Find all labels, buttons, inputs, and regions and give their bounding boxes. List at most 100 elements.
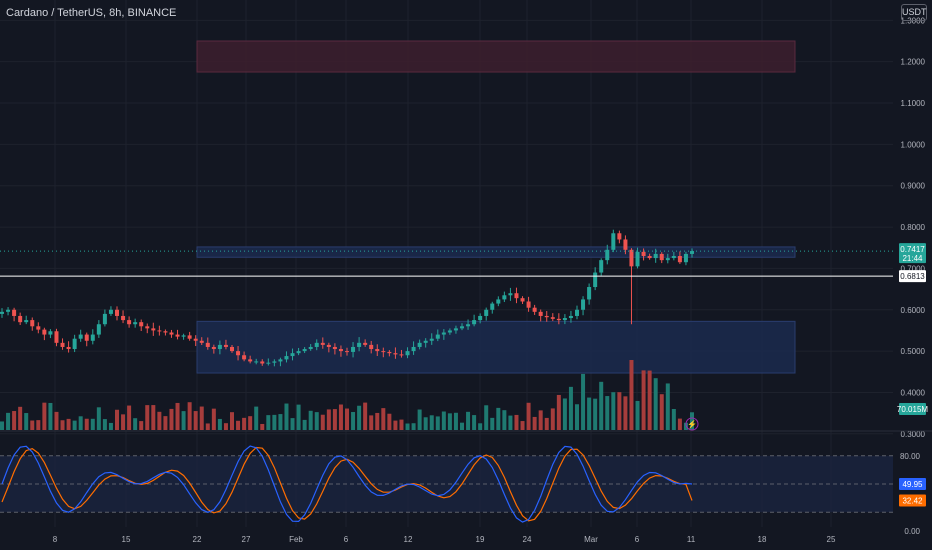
- time-tick-label: 18: [758, 535, 767, 544]
- candle-body: [641, 251, 646, 257]
- volume-bar: [36, 420, 41, 430]
- price-tick-label: 0.7000: [901, 264, 926, 273]
- candle-body: [417, 342, 422, 347]
- candle-body: [290, 353, 295, 357]
- candle-body: [375, 349, 380, 352]
- price-tick-label: 0.3000: [901, 430, 926, 439]
- volume-bar: [375, 412, 380, 430]
- volume-bar: [659, 394, 664, 430]
- volume-bar: [544, 417, 549, 430]
- volume-bar: [133, 418, 138, 430]
- candle-body: [205, 342, 210, 347]
- candle-body: [278, 359, 283, 362]
- time-tick-label: 25: [827, 535, 836, 544]
- volume-bar: [175, 402, 180, 430]
- candle-body: [296, 351, 301, 354]
- volume-bar: [417, 409, 422, 430]
- last-price-label: 0.7417: [900, 245, 925, 254]
- volume-bar: [248, 416, 253, 430]
- candle-body: [60, 342, 65, 347]
- candle-body: [66, 346, 71, 350]
- candle-body: [48, 331, 53, 335]
- candle-body: [187, 335, 192, 339]
- last-price-badge-bg: [899, 243, 926, 264]
- candle-body: [587, 287, 592, 300]
- volume-bar: [236, 420, 241, 430]
- candle-body: [108, 309, 113, 314]
- candle-body: [320, 342, 325, 345]
- candle-body: [447, 330, 452, 333]
- candle-body: [54, 331, 59, 343]
- candle-body: [441, 332, 446, 335]
- candle-body: [411, 346, 416, 352]
- candle-body: [338, 349, 343, 352]
- candle-body: [260, 361, 265, 364]
- volume-bar: [496, 407, 501, 430]
- volume-bar: [641, 370, 646, 430]
- candle-body: [254, 361, 259, 363]
- candle-body: [629, 249, 634, 267]
- candle-body: [405, 351, 410, 356]
- candle-body: [538, 311, 543, 316]
- zone-supply: [196, 246, 796, 258]
- volume-bar: [611, 392, 616, 430]
- volume-bar: [169, 408, 174, 430]
- volume-bar: [381, 408, 386, 430]
- candle-body: [562, 318, 567, 321]
- volume-bar: [302, 419, 307, 430]
- time-tick-label: 15: [122, 535, 131, 544]
- volume-bar: [314, 412, 319, 430]
- lightning-icon-glyph: ⚡: [687, 419, 697, 429]
- volume-bar: [575, 404, 579, 430]
- volume-bar: [193, 411, 198, 430]
- candle-body: [332, 346, 337, 350]
- time-tick-label: 6: [344, 535, 349, 544]
- candle-body: [308, 346, 313, 350]
- volume-bar: [677, 418, 682, 430]
- volume-bar: [121, 414, 126, 430]
- candle-body: [593, 272, 598, 288]
- volume-bar: [320, 414, 325, 430]
- volume-bar: [617, 392, 622, 430]
- time-tick-label: 6: [635, 535, 640, 544]
- volume-bar: [242, 417, 247, 430]
- osc-tick-label: 80.00: [900, 452, 921, 461]
- time-tick-label: 27: [242, 535, 251, 544]
- hline-price-label: 0.6813: [900, 272, 925, 281]
- d-value-label-bg: [899, 494, 926, 507]
- chart-title: Cardano / TetherUS, 8h, BINANCE: [6, 7, 177, 19]
- volume-bar: [18, 406, 23, 430]
- candle-body: [217, 344, 222, 350]
- candle-body: [36, 326, 41, 330]
- candle-body: [526, 301, 531, 308]
- candle-body: [0, 311, 4, 314]
- currency-button[interactable]: USDT: [901, 4, 927, 21]
- time-tick-label: 8: [53, 535, 58, 544]
- candle-body: [677, 256, 682, 263]
- candle-body: [671, 256, 676, 259]
- candle-body: [502, 295, 507, 300]
- volume-bar: [665, 383, 670, 430]
- price-tick-label: 1.2000: [901, 58, 926, 67]
- candle-body: [617, 233, 622, 240]
- volume-bar: [550, 408, 555, 430]
- candle-body: [326, 344, 331, 347]
- volume-bar: [84, 418, 89, 430]
- candle-body: [665, 258, 670, 261]
- candle-body: [478, 315, 483, 321]
- price-tick-label: 0.8000: [901, 223, 926, 232]
- volume-bar: [72, 420, 77, 430]
- candle-body: [423, 340, 428, 343]
- candle-body: [453, 328, 458, 331]
- candle-body: [659, 253, 664, 261]
- volume-bar: [139, 421, 144, 430]
- candle-body: [635, 251, 640, 267]
- volume-bar: [647, 370, 652, 430]
- axes: 1.30001.20001.10001.00000.90000.80000.70…: [0, 16, 932, 544]
- candle-body: [429, 338, 434, 341]
- volume-bar: [623, 396, 628, 430]
- price-tick-label: 1.1000: [901, 99, 926, 108]
- candle-body: [435, 334, 440, 339]
- candle-body: [163, 331, 168, 333]
